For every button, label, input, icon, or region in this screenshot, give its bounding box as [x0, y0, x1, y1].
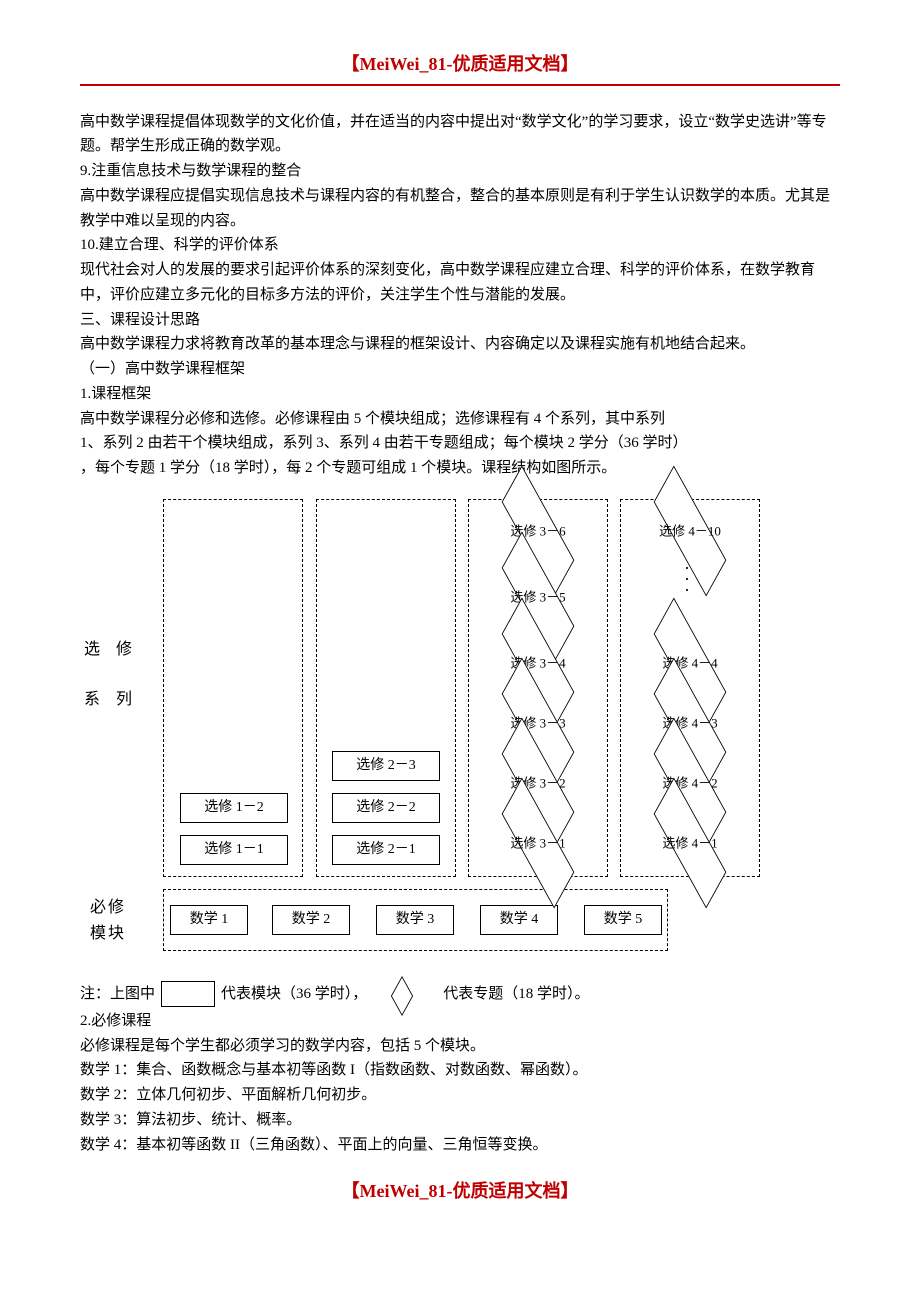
topic-4-1: 选修 4－1: [638, 823, 742, 863]
paragraph: 数学 3：算法初步、统计、概率。: [80, 1108, 840, 1133]
module-math-4: 数学 4: [480, 905, 558, 935]
vertical-ellipsis-icon: ···: [684, 563, 690, 595]
label-bixiu: 必修: [90, 895, 126, 921]
course-structure-diagram: 选 修 系 列 必修 模块 选修 1－2 选修 1－1 选修 2－3 选修 2－…: [80, 491, 840, 971]
heading-9: 9.注重信息技术与数学课程的整合: [80, 159, 840, 184]
module-1-2: 选修 1－2: [180, 793, 288, 823]
label-xilie: 系 列: [84, 687, 138, 713]
paragraph: 高中数学课程提倡体现数学的文化价值，并在适当的内容中提出对“数学文化”的学习要求…: [80, 110, 840, 160]
module-math-5: 数学 5: [584, 905, 662, 935]
legend-note: 注：上图中 代表模块（36 学时）， 代表专题（18 学时）。: [80, 979, 840, 1009]
document-body: 高中数学课程提倡体现数学的文化价值，并在适当的内容中提出对“数学文化”的学习要求…: [80, 110, 840, 481]
module-math-2: 数学 2: [272, 905, 350, 935]
module-math-1: 数学 1: [170, 905, 248, 935]
paragraph: ，每个专题 1 学分（18 学时），每 2 个专题可组成 1 个模块。课程结构如…: [80, 456, 840, 481]
module-2-3: 选修 2－3: [332, 751, 440, 781]
paragraph: 必修课程是每个学生都必须学习的数学内容，包括 5 个模块。: [80, 1034, 840, 1059]
module-2-2: 选修 2－2: [332, 793, 440, 823]
topic-3-2: 选修 3－2: [486, 763, 590, 803]
paragraph: 高中数学课程力求将教育改革的基本理念与课程的框架设计、内容确定以及课程实施有机地…: [80, 332, 840, 357]
topic-4-3: 选修 4－3: [638, 703, 742, 743]
page-header: 【MeiWei_81-优质适用文档】: [80, 50, 840, 80]
module-1-1: 选修 1－1: [180, 835, 288, 865]
paragraph: 1、系列 2 由若干个模块组成，系列 3、系列 4 由若干专题组成；每个模块 2…: [80, 431, 840, 456]
topic-3-5: 选修 3－5: [486, 577, 590, 617]
paragraph: 高中数学课程分必修和选修。必修课程由 5 个模块组成；选修课程有 4 个系列，其…: [80, 407, 840, 432]
subheading: 1.课程框架: [80, 382, 840, 407]
subheading: 2.必修课程: [80, 1009, 840, 1034]
topic-3-1: 选修 3－1: [486, 823, 590, 863]
legend-diamond-icon: [373, 979, 437, 1009]
legend-rect-icon: [161, 981, 215, 1007]
note-text: 代表专题（18 学时）。: [443, 982, 589, 1007]
module-2-1: 选修 2－1: [332, 835, 440, 865]
topic-3-6: 选修 3－6: [486, 511, 590, 551]
subheading: （一）高中数学课程框架: [80, 357, 840, 382]
note-text: 注：上图中: [80, 982, 155, 1007]
paragraph: 数学 4：基本初等函数 II（三角函数）、平面上的向量、三角恒等变换。: [80, 1133, 840, 1158]
document-body-lower: 2.必修课程 必修课程是每个学生都必须学习的数学内容，包括 5 个模块。 数学 …: [80, 1009, 840, 1158]
paragraph: 数学 2：立体几何初步、平面解析几何初步。: [80, 1083, 840, 1108]
page-footer: 【MeiWei_81-优质适用文档】: [80, 1177, 840, 1207]
topic-4-2: 选修 4－2: [638, 763, 742, 803]
paragraph: 高中数学课程应提倡实现信息技术与课程内容的有机整合，整合的基本原则是有利于学生认…: [80, 184, 840, 234]
label-mokuai: 模块: [90, 921, 126, 947]
label-xuanxiu: 选 修: [84, 637, 138, 663]
topic-3-4: 选修 3－4: [486, 643, 590, 683]
paragraph: 数学 1：集合、函数概念与基本初等函数 I（指数函数、对数函数、幂函数）。: [80, 1058, 840, 1083]
heading-10: 10.建立合理、科学的评价体系: [80, 233, 840, 258]
topic-3-3: 选修 3－3: [486, 703, 590, 743]
heading-section-3: 三、课程设计思路: [80, 308, 840, 333]
topic-4-10: 选修 4－10: [638, 511, 742, 551]
module-math-3: 数学 3: [376, 905, 454, 935]
paragraph: 现代社会对人的发展的要求引起评价体系的深刻变化，高中数学课程应建立合理、科学的评…: [80, 258, 840, 308]
header-rule: [80, 84, 840, 86]
topic-4-4: 选修 4－4: [638, 643, 742, 683]
note-text: 代表模块（36 学时），: [221, 982, 367, 1007]
